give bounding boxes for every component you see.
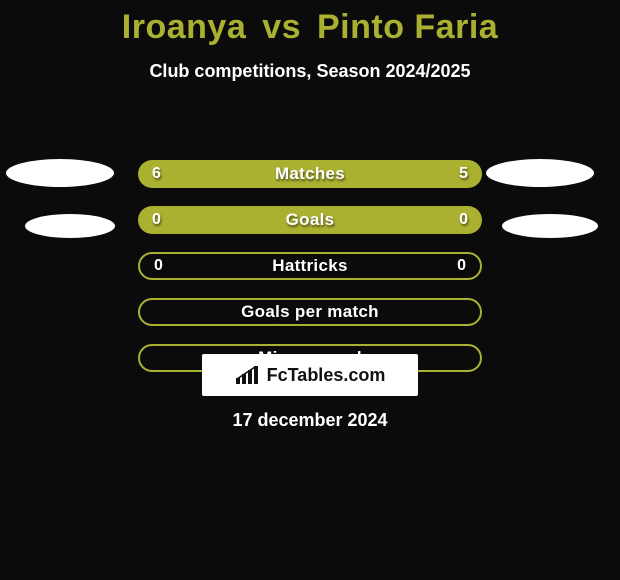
player-left-name: Iroanya — [122, 8, 246, 46]
stat-label: Hattricks — [272, 256, 347, 276]
date-label: 17 december 2024 — [0, 410, 620, 431]
stat-label: Goals per match — [241, 302, 379, 322]
source-badge: FcTables.com — [202, 354, 418, 396]
stat-label: Goals — [286, 210, 335, 230]
stat-pill: Goals 0 0 — [138, 206, 482, 234]
vs-label: vs — [262, 8, 301, 46]
stat-pill: Goals per match — [138, 298, 482, 326]
chart-bars-icon — [235, 365, 261, 385]
stat-value-right: 0 — [459, 211, 468, 229]
source-badge-text: FcTables.com — [267, 365, 386, 386]
left-ellipse — [6, 159, 114, 187]
subtitle: Club competitions, Season 2024/2025 — [0, 61, 620, 82]
stat-value-right: 5 — [459, 165, 468, 183]
right-ellipse — [502, 214, 598, 238]
stat-row: Matches 6 5 — [0, 160, 620, 206]
stat-label: Matches — [275, 164, 345, 184]
stat-value-left: 0 — [152, 211, 161, 229]
stat-value-left: 6 — [152, 165, 161, 183]
stat-value-left: 0 — [154, 257, 163, 275]
stat-pill: Hattricks 0 0 — [138, 252, 482, 280]
stat-pill: Matches 6 5 — [138, 160, 482, 188]
right-ellipse — [486, 159, 594, 187]
stat-value-right: 0 — [457, 257, 466, 275]
player-right-name: Pinto Faria — [317, 8, 498, 46]
stat-row: Goals per match — [0, 298, 620, 344]
stat-row: Hattricks 0 0 — [0, 252, 620, 298]
left-ellipse — [25, 214, 115, 238]
page-title: Iroanya vs Pinto Faria — [0, 0, 620, 47]
stat-row: Goals 0 0 — [0, 206, 620, 252]
